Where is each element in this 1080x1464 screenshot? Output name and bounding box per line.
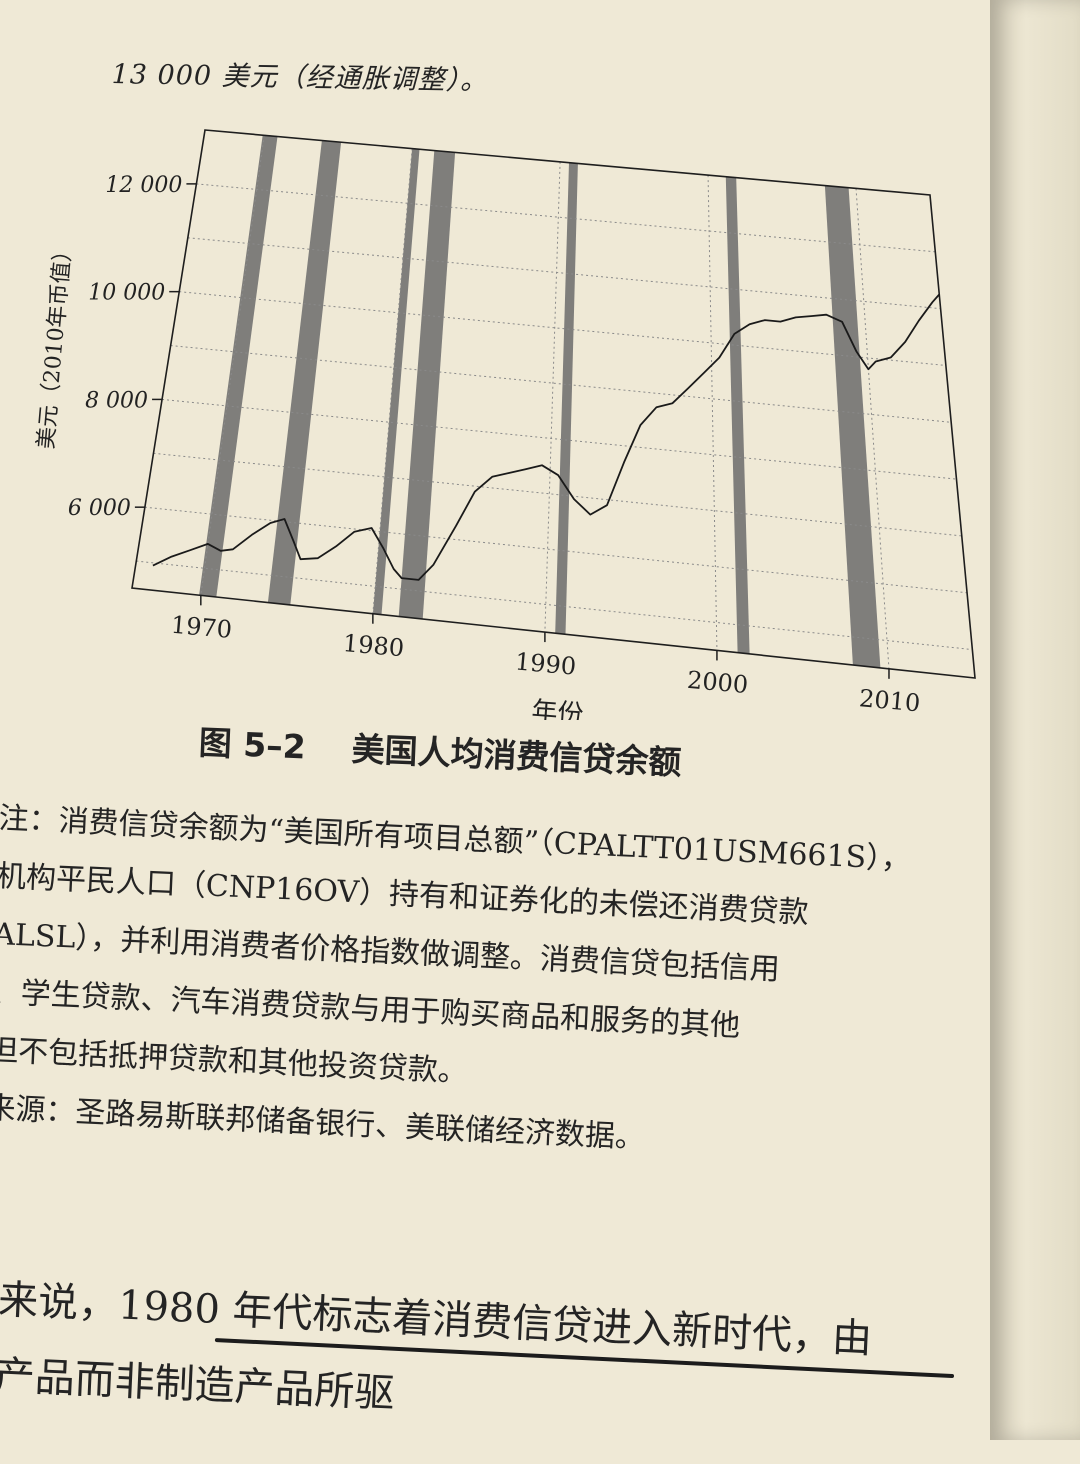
recession-band	[398, 150, 456, 619]
x-tick-label: 1980	[342, 629, 405, 662]
figure-notes: 注：消费信贷余额为“美国所有项目总额”（CPALTT01USM661S）， 机构…	[0, 790, 1059, 1186]
y-tick-label: 6 000	[68, 496, 131, 521]
x-tick-label: 2010	[858, 684, 921, 717]
plot-frame	[131, 129, 976, 679]
gridline-horizontal	[136, 560, 973, 651]
recession-band	[824, 185, 881, 668]
recession-band	[555, 162, 578, 635]
gridline-vertical	[200, 135, 265, 596]
x-tick-label: 1970	[170, 611, 233, 644]
gridline-vertical	[707, 175, 718, 651]
gridline-horizontal	[196, 183, 936, 253]
gridline-horizontal	[153, 452, 962, 537]
gridline-horizontal	[187, 237, 941, 310]
figure-number: 图 5–2	[198, 722, 307, 767]
gridline-vertical	[544, 161, 561, 633]
y-tick-label: 10 000	[88, 281, 165, 306]
recession-band	[199, 135, 278, 597]
recession-band	[267, 140, 342, 605]
x-axis-title: 年份	[531, 697, 585, 720]
x-tick-label: 2000	[686, 666, 749, 699]
y-tick-label: 8 000	[85, 388, 148, 413]
next-page-edge	[990, 0, 1080, 1440]
gridline-horizontal	[179, 291, 946, 366]
recession-band	[725, 176, 750, 654]
y-axis-title: 美元（2010年币值）	[34, 239, 77, 450]
chart-svg: 6 000 8 000 10 000 12 000 1970 1980 1990 2000 20…	[34, 129, 976, 730]
x-tick-label: 1990	[514, 648, 577, 681]
y-tick-label: 12 000	[105, 173, 182, 198]
recession-band	[372, 148, 420, 615]
gridline-horizontal	[170, 345, 952, 423]
series-line	[152, 293, 940, 581]
gridline-horizontal	[162, 398, 957, 480]
gridline-vertical	[855, 188, 890, 669]
gridline-horizontal	[144, 506, 968, 594]
